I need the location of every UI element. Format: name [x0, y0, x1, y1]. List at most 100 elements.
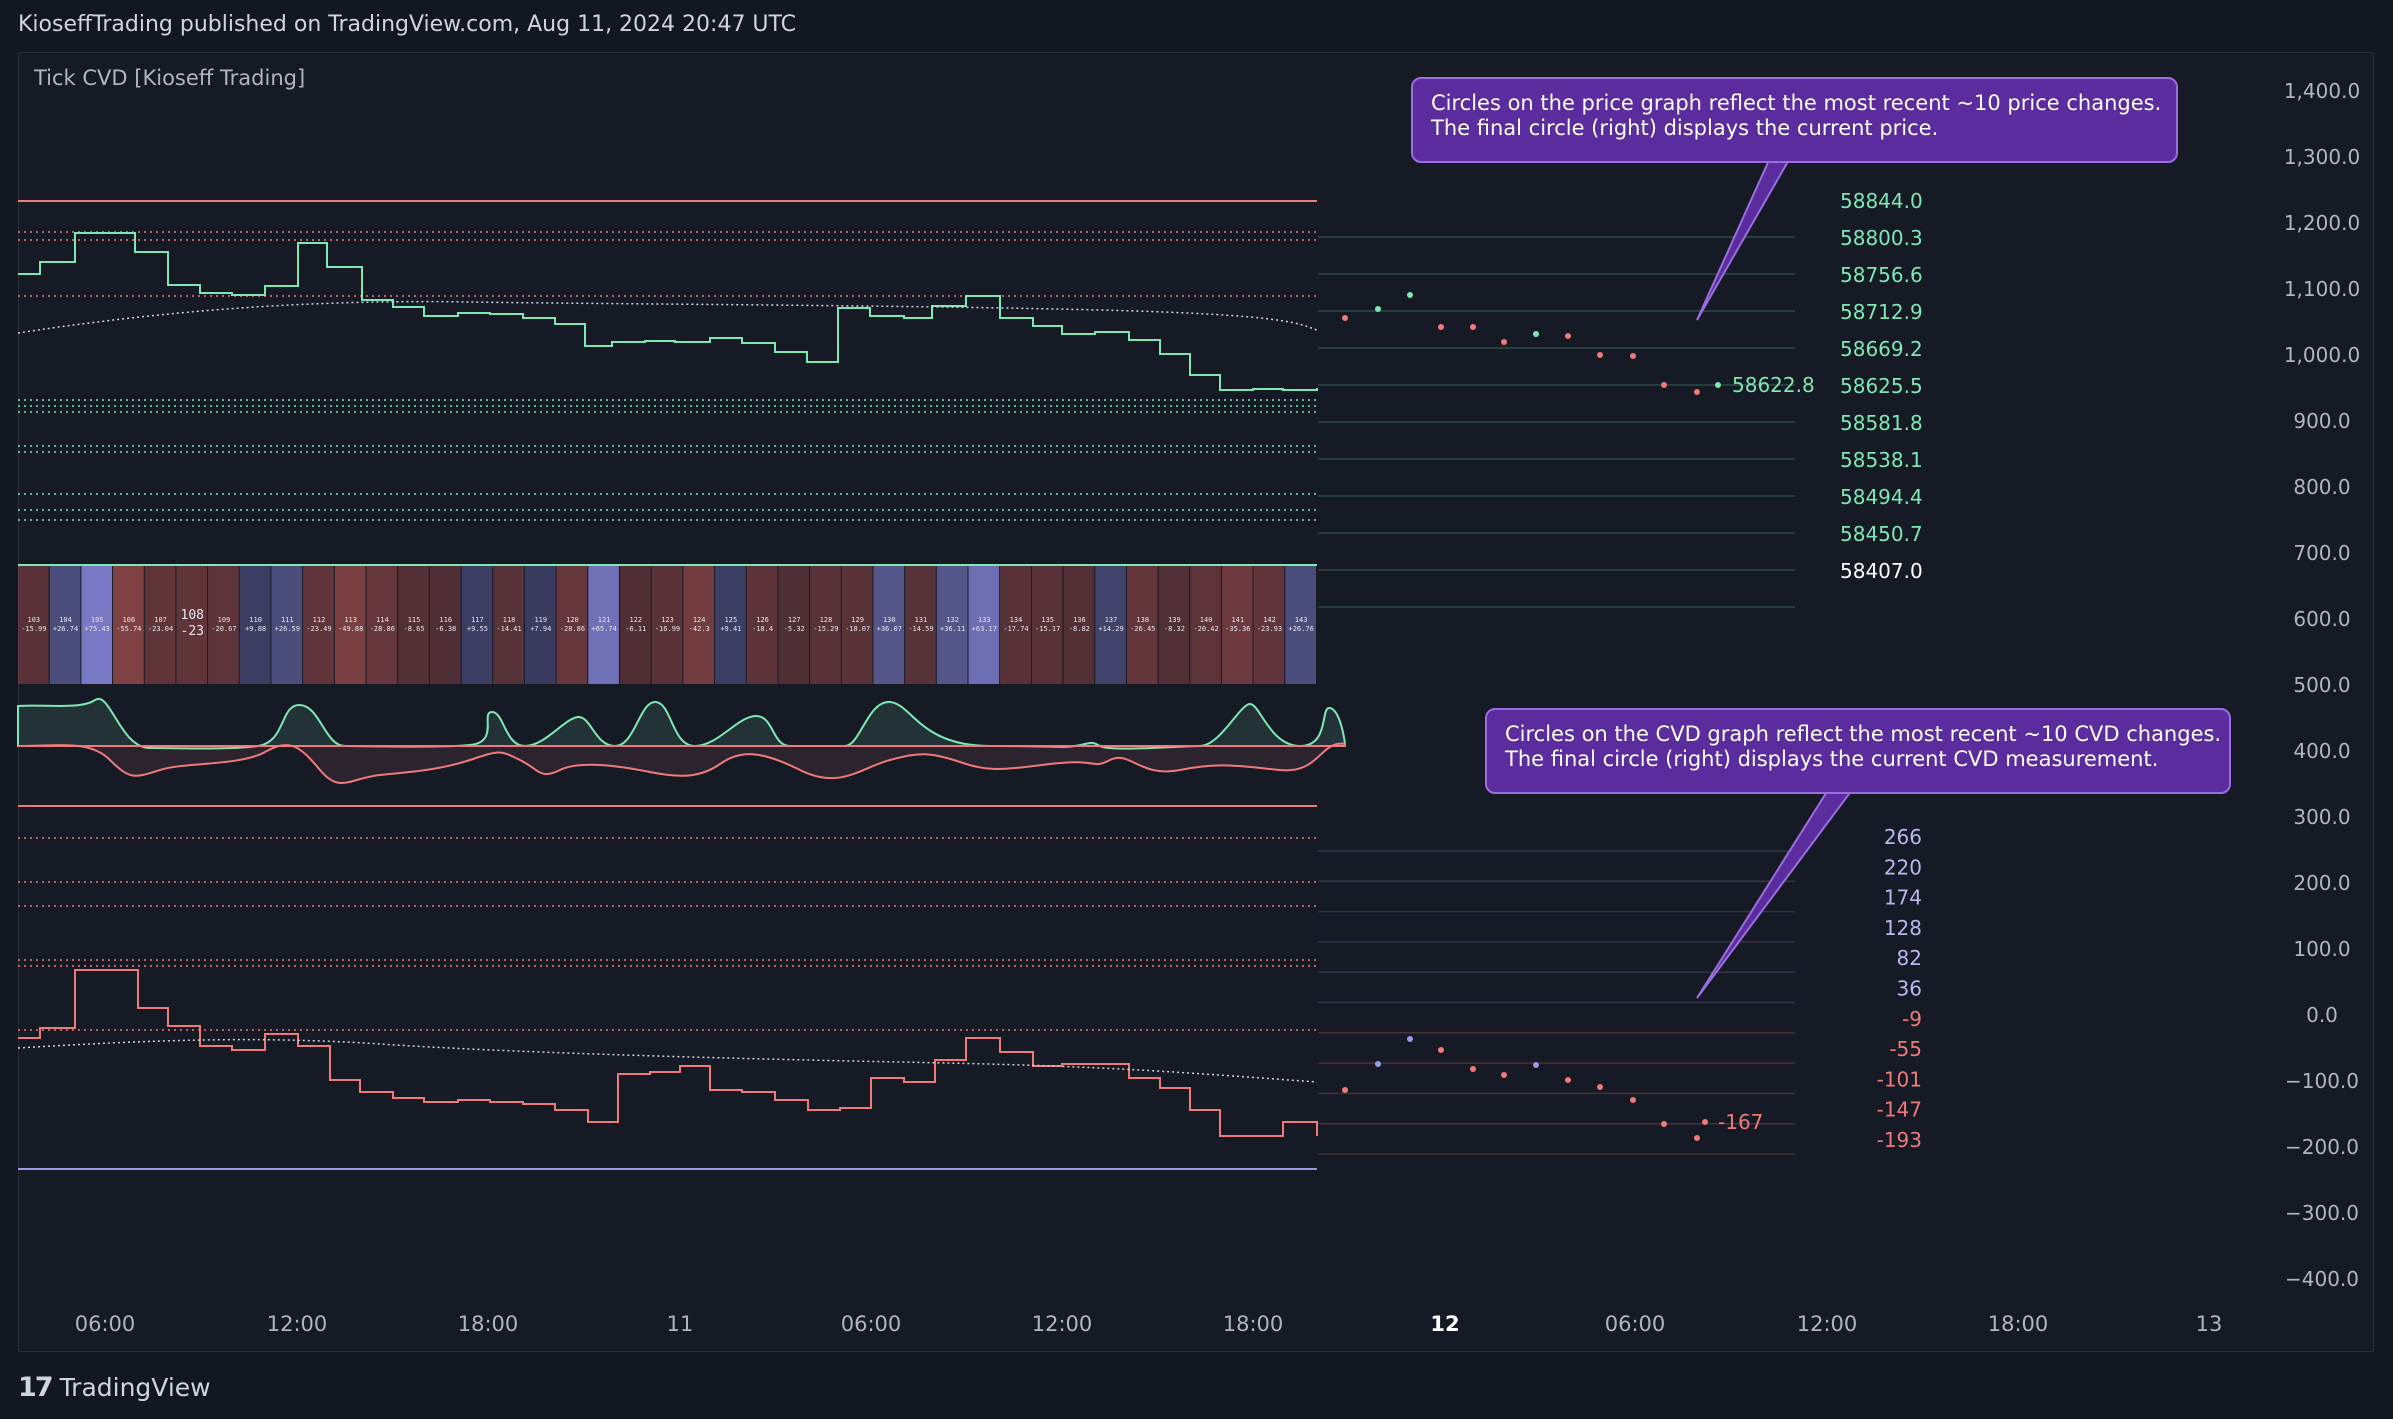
heatmap-cell	[841, 566, 873, 684]
heatmap-cell-value: -49.88	[338, 625, 363, 633]
price-callout-line2: The final circle (right) displays the cu…	[1431, 116, 1939, 140]
right-axis-label: 500.0	[2293, 673, 2350, 697]
right-axis-label: 800.0	[2293, 475, 2350, 499]
cvd-history-circle	[1501, 1072, 1507, 1078]
heatmap-cell	[18, 566, 49, 684]
heatmap-cell-id: 140	[1200, 616, 1213, 624]
heatmap-cell-value: -8.82	[1069, 625, 1090, 633]
price-level-label: 58844.0	[1840, 189, 1923, 213]
current-cvd-label: -167	[1718, 1110, 1763, 1134]
cvd-history-circle	[1438, 1047, 1444, 1053]
heatmap-cell	[1063, 566, 1095, 684]
heatmap-cell-value: -8.32	[1164, 625, 1185, 633]
heatmap-cell	[905, 566, 936, 684]
cvd-callout: Circles on the CVD graph reflect the mos…	[1485, 708, 2231, 794]
heatmap-cell	[366, 566, 398, 684]
heatmap-cell-value: -20.42	[1193, 625, 1218, 633]
heatmap-cell	[651, 566, 683, 684]
cvd-callout-line2: The final circle (right) displays the cu…	[1505, 747, 2159, 771]
heatmap-cell-id: 103	[28, 616, 41, 624]
heatmap-cell	[81, 566, 113, 684]
heatmap-cell-id: 118	[503, 616, 516, 624]
heatmap-cell-id: 133	[978, 616, 991, 624]
heatmap-cell-value: +14.29	[1098, 625, 1123, 633]
chart-panel[interactable]	[18, 52, 2374, 1352]
cvd-history-circle	[1342, 1087, 1348, 1093]
heatmap-cell	[588, 566, 619, 684]
heatmap-cell-value: -18.07	[845, 625, 870, 633]
heatmap-cell	[398, 566, 429, 684]
heatmap-cell-value: +36.07	[877, 625, 902, 633]
heatmap-cell	[239, 566, 271, 684]
heatmap-cell-id: 113	[344, 616, 357, 624]
time-axis-label: 06:00	[841, 1312, 902, 1336]
cvd-callout-line1: Circles on the CVD graph reflect the mos…	[1505, 722, 2222, 746]
cvd-level-label: 128	[1884, 916, 1922, 940]
cvd-history-circle	[1630, 1097, 1636, 1103]
price-level-label: 58407.0	[1840, 559, 1923, 583]
heatmap-cell	[968, 566, 1000, 684]
heatmap-cell-value: -42.3	[689, 625, 710, 633]
heatmap-cell-value: -18.4	[752, 625, 773, 633]
heatmap-cell	[1031, 566, 1063, 684]
price-history-circle	[1438, 324, 1444, 330]
heatmap-cell-value: -16.99	[655, 625, 680, 633]
heatmap-cell-id: 142	[1263, 616, 1276, 624]
heatmap-cell-id: 125	[725, 616, 738, 624]
heatmap-cell-id: 111	[281, 616, 294, 624]
heatmap-cell	[556, 566, 588, 684]
heatmap-cell-id: 120	[566, 616, 579, 624]
heatmap-cell-value: +26.74	[53, 625, 78, 633]
price-history-circle	[1501, 339, 1507, 345]
cvd-moving-average	[17, 1038, 1318, 1083]
tradingview-brand: TradingView	[59, 1373, 211, 1402]
heatmap-cell	[303, 566, 334, 684]
heatmap-cell	[208, 566, 239, 684]
heatmap-cell-value: -28.86	[560, 625, 585, 633]
tradingview-logo[interactable]: 17 TradingView	[18, 1372, 211, 1403]
cvd-level-label: 220	[1884, 855, 1922, 879]
heatmap-cell-value: +26.76	[1289, 625, 1314, 633]
price-level-label: 58625.5	[1840, 374, 1923, 398]
cvd-history-circle	[1694, 1135, 1700, 1141]
heatmap-cell-id: 114	[376, 616, 389, 624]
heatmap-cell	[113, 566, 144, 684]
heatmap-cell-id: 128	[820, 616, 833, 624]
heatmap-cell-value: +75.43	[85, 625, 110, 633]
price-history-circle	[1342, 315, 1348, 321]
indicator-title[interactable]: Tick CVD [Kioseff Trading]	[34, 66, 306, 90]
time-axis-label: 18:00	[458, 1312, 519, 1336]
heatmap-cell-value: -17.74	[1003, 625, 1028, 633]
cvd-level-label: 36	[1897, 977, 1922, 1001]
heatmap-cell-value: -5.32	[784, 625, 805, 633]
heatmap-cell-id: 115	[408, 616, 421, 624]
heatmap-cell-value: -23.49	[306, 625, 331, 633]
price-history-circle	[1715, 382, 1721, 388]
cvd-history-circle	[1661, 1121, 1667, 1127]
price-history-circle	[1597, 352, 1603, 358]
cvd-history-circle	[1597, 1084, 1603, 1090]
price-level-label: 58581.8	[1840, 411, 1923, 435]
heatmap-cell-value: +65.74	[591, 625, 616, 633]
current-price-label: 58622.8	[1732, 373, 1815, 397]
heatmap-cell-id: 122	[629, 616, 642, 624]
right-axis-label: 0.0	[2306, 1003, 2338, 1027]
cvd-history-circle	[1375, 1061, 1381, 1067]
heatmap-cell-value: -55.74	[116, 625, 141, 633]
heatmap-cell-id: 119	[534, 616, 547, 624]
heatmap-cell	[493, 566, 524, 684]
price-level-label: 58669.2	[1840, 337, 1923, 361]
heatmap-cell-id: 126	[756, 616, 769, 624]
heatmap-cell-value: +9.88	[245, 625, 266, 633]
heatmap-cell-id: 105	[91, 616, 104, 624]
publish-header: KioseffTrading published on TradingView.…	[18, 12, 797, 37]
price-callout-pointer	[1696, 157, 1792, 321]
oscillator-negative-curve	[17, 742, 1346, 784]
heatmap-cell-value: -14.59	[908, 625, 933, 633]
heatmap-cell	[1285, 566, 1316, 684]
heatmap-cell-value: -14.41	[496, 625, 521, 633]
heatmap-cell-id: 106	[123, 616, 136, 624]
price-callout: Circles on the price graph reflect the m…	[1411, 77, 2178, 163]
right-axis-label: 300.0	[2293, 805, 2350, 829]
